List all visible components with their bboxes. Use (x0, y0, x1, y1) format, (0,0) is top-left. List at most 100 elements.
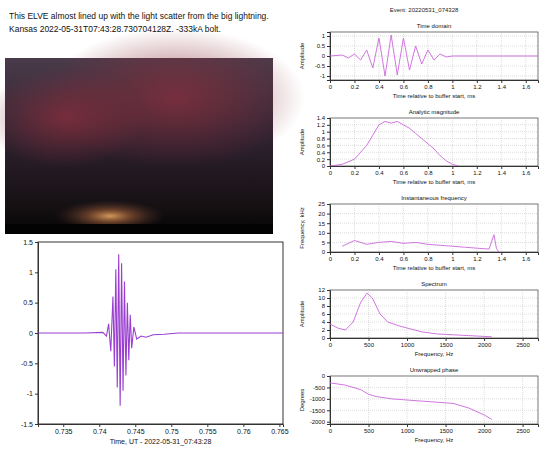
axis-line (331, 167, 539, 170)
tick-label: 1 (451, 256, 455, 262)
tick: 2500 (516, 424, 530, 434)
tick: 1000 (401, 338, 415, 348)
x-axis-title: Time, UT - 2022-05-31_07:43:28 (110, 438, 212, 446)
tick: 0.8 (424, 80, 433, 90)
tick-mark (501, 166, 502, 169)
tick-mark (484, 338, 485, 341)
tick: -0.5 (21, 360, 38, 367)
tick-mark (327, 223, 330, 224)
tick-mark (369, 338, 370, 341)
grid (330, 376, 538, 424)
marks (330, 293, 492, 337)
tick-label: 0.5 (317, 43, 326, 49)
grid-line (330, 421, 538, 422)
tick-mark (327, 118, 330, 119)
tick-label: 4 (322, 319, 326, 325)
axis-line (327, 33, 331, 81)
x-axis: 00.20.40.60.811.21.41.6 (329, 80, 539, 90)
tick-mark (452, 252, 453, 255)
tick-label: -0.5 (315, 63, 326, 69)
tick-mark (327, 46, 330, 47)
tick-label: 1 (451, 170, 455, 176)
tick-label: 1000 (401, 428, 415, 434)
tick: 1500 (439, 338, 453, 348)
grid-line (330, 306, 538, 307)
tick: 0.8 (424, 166, 433, 176)
tick: 1 (29, 269, 38, 276)
grid-line (330, 290, 538, 291)
tick-label: 0.6 (400, 84, 409, 90)
tick-label: 2000 (478, 342, 492, 348)
y-axis: 00.20.40.60.811.21.4 (317, 115, 331, 169)
series-line (330, 121, 458, 166)
tick: 0 (329, 252, 333, 262)
grid-line (525, 118, 526, 166)
tick-label: 1 (451, 84, 455, 90)
tick-mark (135, 424, 136, 427)
tick-label: 0.2 (317, 157, 326, 163)
tick-mark (327, 125, 330, 126)
tick-label: 1.2 (473, 84, 482, 90)
tick-mark (327, 376, 330, 377)
grid-line (330, 298, 538, 299)
tick-label: 10 (318, 230, 325, 236)
grid-line (330, 314, 538, 315)
tick: 1 (451, 166, 455, 176)
grid-line (427, 204, 428, 252)
tick-label: 1 (322, 33, 326, 39)
tick-mark (369, 424, 370, 427)
y-axis: -1.5-1-0.500.511.5 (21, 239, 39, 428)
axis-line (327, 119, 331, 167)
caption-line: This ELVE almost lined up with the light… (9, 11, 269, 21)
tick-label: 15 (318, 221, 325, 227)
tick-mark (207, 424, 208, 427)
grid-line (330, 330, 538, 331)
tick: 0 (29, 330, 38, 337)
grid-line (330, 387, 538, 388)
tick-label: 0.74 (93, 428, 107, 435)
tick: 8 (322, 303, 330, 309)
tick: 10 (318, 230, 330, 236)
tick: 0.2 (351, 166, 360, 176)
tick: 1.4 (498, 252, 507, 262)
tick-label: 0.765 (271, 428, 289, 435)
tick: 0.76 (237, 424, 251, 435)
y-axis-title: Amplitude (299, 128, 305, 155)
chart: 0.7350.740.7450.750.7550.760.765-1.5-1-0… (21, 239, 289, 446)
grid-line (330, 204, 538, 205)
series-line (38, 254, 283, 406)
grid-line (452, 118, 453, 166)
grid-line (330, 322, 538, 323)
tick-label: 2500 (516, 428, 530, 434)
tick-mark (501, 252, 502, 255)
tick-label: 0 (329, 342, 333, 348)
axis-line (39, 425, 284, 428)
tick-label: 2500 (516, 342, 530, 348)
tick-mark (327, 56, 330, 57)
grid-line (330, 76, 538, 77)
tick-label: 0.8 (424, 256, 433, 262)
tick-label: 500 (364, 342, 375, 348)
tick: 6 (322, 311, 330, 317)
tick: 500 (364, 338, 375, 348)
tick-label: 12 (318, 287, 325, 293)
tick-mark (279, 424, 280, 427)
grid-line (445, 290, 446, 338)
x-axis: 05001000150020002500 (329, 424, 539, 434)
tick-mark (403, 80, 404, 83)
tick-mark (327, 399, 330, 400)
tick-mark (63, 424, 64, 427)
tick-label: 1500 (439, 428, 453, 434)
grid (330, 204, 538, 252)
tick-label: 1 (29, 269, 33, 276)
tick: 0.6 (400, 80, 409, 90)
tick: 0 (329, 338, 333, 348)
tick: -1 (320, 73, 330, 79)
tick-label: 0 (322, 335, 326, 341)
tick: 25 (318, 201, 330, 207)
tick-label: 0.745 (127, 428, 145, 435)
marks (342, 235, 499, 252)
tick-mark (35, 363, 38, 364)
series-line (342, 235, 499, 252)
tick-mark (523, 338, 524, 341)
